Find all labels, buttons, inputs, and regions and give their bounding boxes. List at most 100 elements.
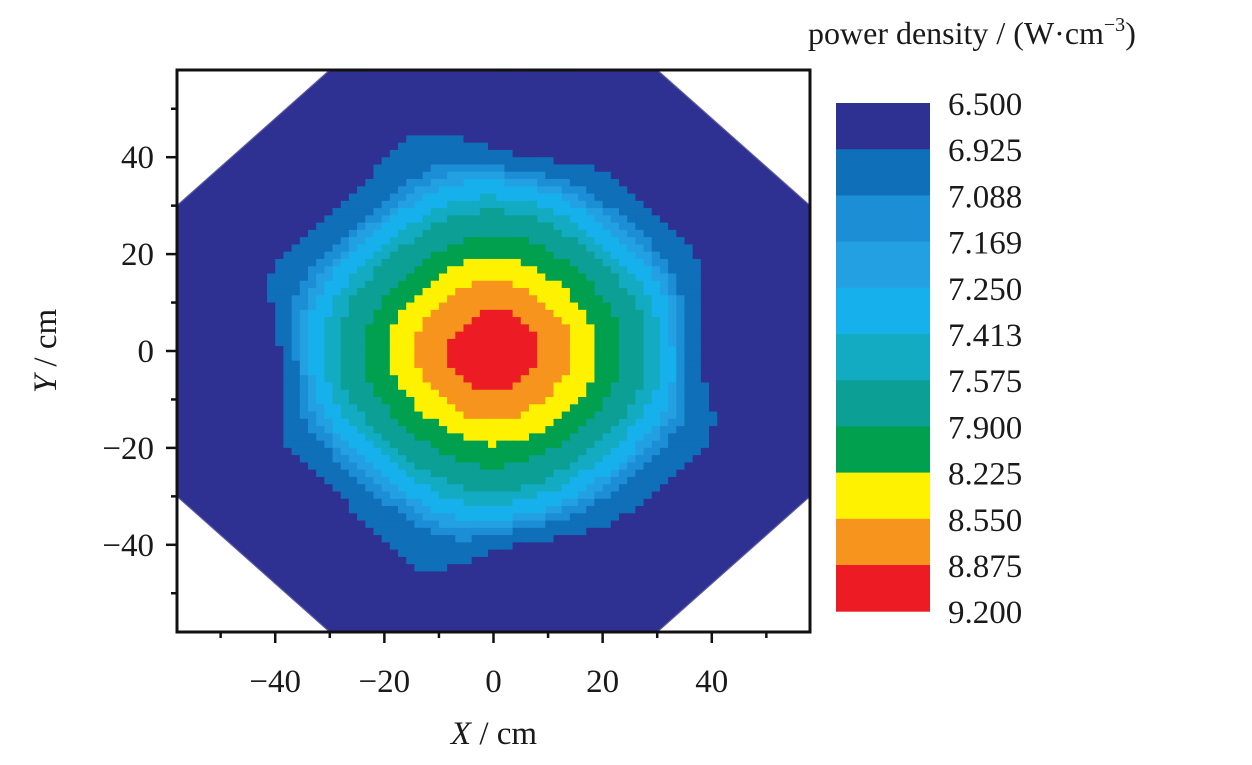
contour-cell (561, 179, 571, 187)
contour-cell (553, 447, 563, 456)
contour-cell (659, 353, 669, 362)
contour-cell (766, 266, 776, 275)
contour-cell (373, 295, 383, 304)
contour-cell (226, 317, 235, 325)
contour-cell (545, 295, 555, 304)
contour-cell (676, 142, 686, 151)
contour-cell (725, 251, 735, 260)
contour-cell (414, 462, 424, 471)
contour-cell (659, 302, 669, 311)
contour-cell (226, 193, 235, 202)
contour-cell (283, 324, 293, 333)
contour-cell (373, 506, 383, 514)
contour-cell (520, 404, 530, 413)
contour-cell (602, 229, 612, 238)
contour-cell (398, 106, 407, 115)
contour-cell (553, 353, 563, 362)
contour-cell (749, 266, 759, 275)
contour-cell (357, 106, 366, 115)
contour-cell (340, 302, 350, 311)
contour-cell (651, 309, 661, 318)
contour-cell (528, 142, 538, 151)
contour-cell (209, 360, 219, 369)
contour-cell (406, 106, 415, 115)
contour-cell (250, 462, 260, 471)
contour-cell (512, 280, 522, 289)
contour-cell (578, 433, 587, 442)
contour-cell (291, 455, 301, 464)
contour-cell (463, 295, 473, 304)
contour-cell (373, 367, 383, 376)
contour-cell (258, 200, 268, 209)
contour-cell (267, 433, 276, 442)
contour-cell (226, 367, 235, 376)
contour-cell (307, 99, 317, 107)
contour-cell (496, 193, 506, 202)
contour-cell (217, 295, 227, 304)
contour-cell (717, 128, 727, 137)
contour-cell (332, 288, 342, 296)
contour-cell (496, 171, 506, 180)
contour-cell (782, 229, 792, 238)
contour-cell (209, 404, 219, 413)
contour-cell (177, 266, 186, 275)
contour-cell (324, 258, 334, 267)
contour-cell (234, 353, 244, 362)
contour-cell (528, 179, 538, 187)
contour-cell (283, 208, 293, 216)
contour-cell (512, 157, 522, 166)
contour-cell (659, 106, 669, 115)
contour-cell (602, 513, 612, 522)
contour-cell (340, 99, 350, 107)
contour-cell (725, 411, 735, 420)
contour-cell (635, 527, 645, 536)
contour-cell (594, 338, 604, 347)
contour-cell (357, 389, 366, 398)
contour-cell (619, 142, 628, 151)
contour-cell (242, 411, 252, 420)
contour-cell (709, 317, 718, 325)
contour-cell (471, 375, 481, 384)
contour-cell (307, 302, 317, 311)
contour-cell (348, 295, 358, 304)
contour-cell (651, 433, 661, 442)
contour-cell (528, 91, 538, 100)
contour-cell (332, 142, 342, 151)
contour-cell (586, 258, 596, 267)
contour-cell (627, 440, 636, 449)
contour-cell (684, 324, 694, 333)
contour-cell (512, 164, 522, 173)
contour-cell (291, 273, 301, 282)
contour-cell (512, 84, 522, 93)
contour-cell (398, 171, 407, 180)
contour-cell (357, 382, 366, 391)
contour-cell (578, 113, 587, 122)
contour-cell (504, 128, 514, 137)
contour-cell (193, 411, 203, 420)
contour-cell (398, 404, 407, 413)
contour-cell (471, 251, 481, 260)
contour-cell (250, 251, 260, 260)
contour-cell (209, 498, 219, 507)
contour-cell (528, 520, 538, 529)
contour-cell (610, 506, 620, 514)
contour-cell (332, 476, 342, 485)
contour-cell (627, 469, 636, 478)
contour-cell (258, 280, 268, 289)
contour-cell (684, 498, 694, 507)
contour-cell (234, 382, 244, 391)
contour-cell (381, 288, 391, 296)
contour-cell (709, 455, 718, 464)
contour-cell (799, 389, 808, 398)
contour-cell (578, 229, 587, 238)
contour-cell (741, 498, 751, 507)
contour-cell (676, 513, 686, 522)
contour-cell (430, 244, 440, 253)
contour-cell (316, 295, 325, 304)
contour-cell (537, 389, 546, 398)
contour-cell (684, 317, 694, 325)
contour-cell (291, 215, 301, 224)
contour-cell (422, 484, 432, 493)
contour-cell (373, 346, 383, 355)
contour-cell (749, 397, 759, 405)
